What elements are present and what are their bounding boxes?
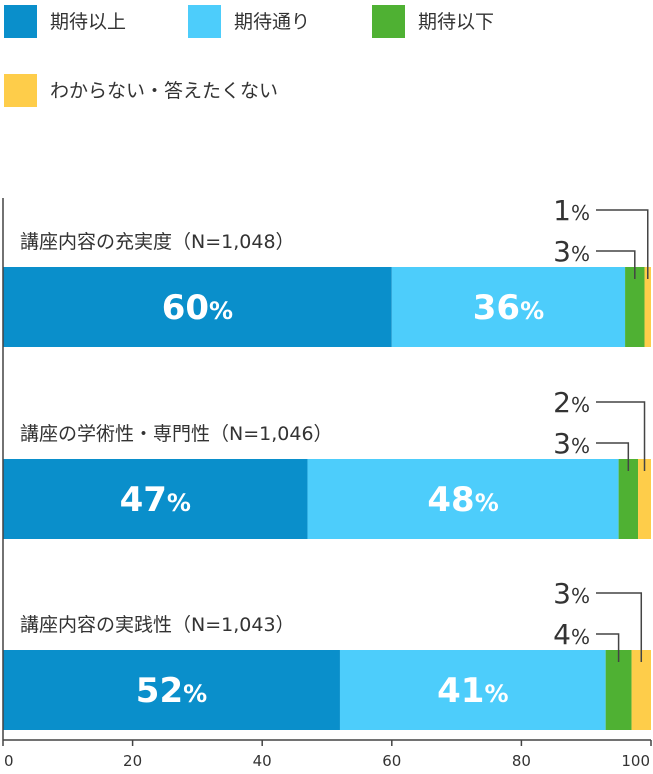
category-label: 講座内容の実践性（N=1,043） — [20, 614, 295, 636]
bar-segment — [3, 650, 340, 730]
legend-label: 期待以上 — [50, 11, 126, 33]
x-tick-label: 100 — [621, 752, 650, 770]
leader-line — [596, 250, 636, 279]
legend-swatch — [372, 5, 405, 38]
bar-segment — [605, 650, 632, 730]
bar-segment — [625, 267, 645, 347]
x-tick-label: 80 — [512, 752, 531, 770]
bar-segment — [644, 267, 651, 347]
bar-segment — [3, 459, 308, 539]
bar-segment — [638, 459, 651, 539]
leader-line — [596, 592, 643, 662]
bar-value-label: 48% — [427, 480, 498, 520]
bar-segment — [307, 459, 619, 539]
legend-swatch — [4, 74, 37, 107]
callout-value-label: 3% — [553, 235, 590, 268]
legend-swatch — [188, 5, 221, 38]
bar-value-label: 60% — [162, 288, 233, 328]
bar-value-label: 52% — [136, 671, 207, 711]
callout-value-label: 3% — [553, 427, 590, 460]
leader-line — [596, 442, 630, 471]
leader-line — [596, 401, 646, 471]
legend-label: 期待通り — [234, 11, 310, 33]
bar-segment — [3, 267, 392, 347]
category-label: 講座の学術性・専門性（N=1,046） — [20, 423, 333, 445]
legend-label: わからない・答えたくない — [50, 80, 278, 102]
bar-segment — [631, 650, 651, 730]
bar-value-label: 36% — [473, 288, 544, 328]
bar-segment — [339, 650, 606, 730]
x-tick-label: 0 — [4, 752, 14, 770]
callout-value-label: 3% — [553, 577, 590, 610]
bar-value-label: 41% — [437, 671, 508, 711]
legend-swatch — [4, 5, 37, 38]
callout-value-label: 4% — [553, 618, 590, 651]
leader-line — [596, 209, 649, 279]
bar-segment — [391, 267, 626, 347]
category-label: 講座内容の充実度（N=1,048） — [20, 231, 295, 253]
legend-label: 期待以下 — [418, 11, 494, 33]
callout-value-label: 2% — [553, 386, 590, 419]
x-tick-label: 20 — [123, 752, 142, 770]
bar-value-label: 47% — [120, 480, 191, 520]
x-tick-label: 40 — [253, 752, 272, 770]
x-tick-label: 60 — [382, 752, 401, 770]
bar-segment — [618, 459, 639, 539]
leader-line — [596, 633, 620, 662]
callout-value-label: 1% — [553, 194, 590, 227]
